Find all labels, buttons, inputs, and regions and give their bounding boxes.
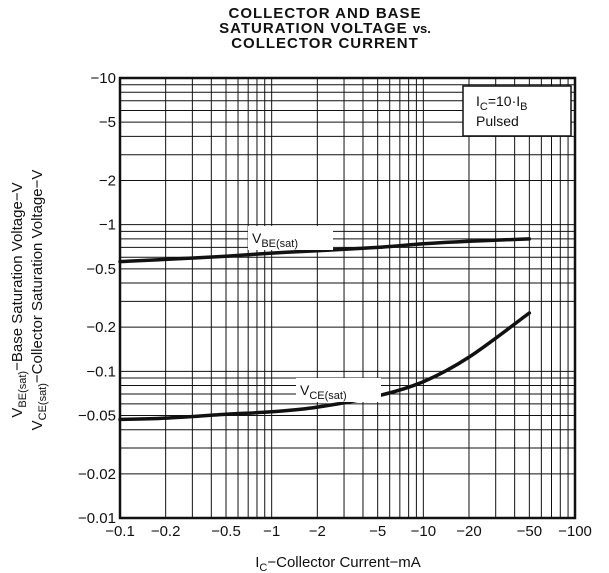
x-tick-label: −0.2 [151,523,181,540]
x-tick-label: −0.1 [105,523,135,540]
x-tick-label: −50 [517,523,542,540]
x-tick-label: −20 [456,523,481,540]
x-tick-label: −5 [369,523,386,540]
y-tick-label: −0.5 [86,261,116,278]
y-tick-label: −0.1 [86,363,116,380]
annotation-line-1: IC=10·IB [476,93,528,113]
annotation-box [462,85,572,137]
tick-labels: −0.1 −0.2 −0.5 −1 −2 −5 −10 −20 −50 −100 −10 −5 −2 −1… [78,70,592,540]
x-tick-label: −10 [411,523,436,540]
grid [119,78,575,519]
y-tick-label: −1 [99,217,116,234]
title-vs: vs. [412,21,431,36]
y-tick-label: −10 [91,70,116,87]
x-tick-label: −0.5 [211,523,241,540]
x-axis-label: IC−Collector Current−mA [255,554,421,573]
y-tick-label: −0.2 [86,319,116,336]
title-line-3: COLLECTOR CURRENT [231,35,419,52]
title-line-2-text: SATURATION VOLTAGE [219,20,408,37]
chart-title: COLLECTOR AND BASE SATURATION VOLTAGE vs… [150,6,500,51]
title-line-1: COLLECTOR AND BASE [228,5,422,22]
annotation-line-2: Pulsed [476,113,519,129]
plot-frame [118,76,577,520]
title-line-2: SATURATION VOLTAGE vs. [150,21,500,36]
x-tick-label: −2 [309,523,326,540]
vce-label-bg [296,378,381,402]
vce-sat-curve [118,311,532,422]
y-tick-label: −5 [99,114,116,131]
curves [118,237,532,422]
y-axis-label-line-2: VCE(sat)−Collector Saturation Voltage−V [29,170,49,431]
vbe-label-bg [248,226,333,250]
y-axis-label-line-1: VBE(sat)−Base Saturation Voltage−V [9,182,29,417]
y-tick-label: −0.05 [78,407,116,424]
vbe-series-label: VBE(sat) [252,230,298,250]
y-tick-label: −2 [99,173,116,190]
vbe-sat-curve [118,237,532,264]
x-tick-label: −100 [558,523,592,540]
y-tick-label: −0.01 [78,510,116,527]
vce-series-label: VCE(sat) [300,382,347,402]
x-tick-label: −1 [263,523,280,540]
y-tick-label: −0.02 [78,466,116,483]
